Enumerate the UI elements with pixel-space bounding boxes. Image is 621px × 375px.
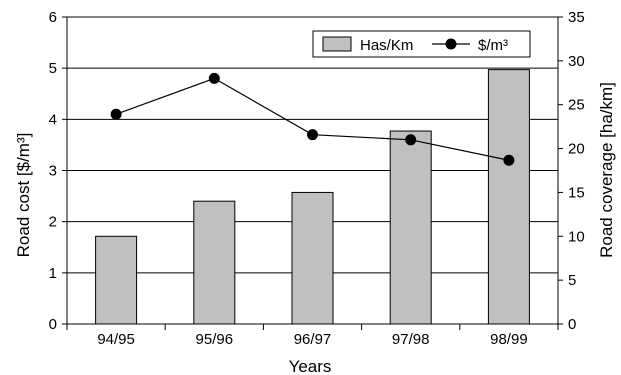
right-axis-title-group: Road coverage [ha/km] bbox=[597, 82, 616, 258]
x-tick-label: 94/95 bbox=[97, 331, 135, 348]
right-axis-ticks: 0 5 10 15 20 25 30 35 bbox=[558, 9, 585, 333]
left-tick-label: 1 bbox=[49, 265, 57, 282]
bar bbox=[487, 69, 530, 325]
left-tick-label: 5 bbox=[49, 60, 57, 77]
legend-marker-icon bbox=[445, 38, 457, 50]
bar bbox=[95, 235, 138, 325]
bar-series bbox=[95, 69, 530, 325]
right-tick-label: 10 bbox=[568, 228, 585, 245]
left-tick-label: 4 bbox=[49, 111, 57, 128]
left-tick-label: 0 bbox=[49, 316, 57, 333]
right-tick-label: 15 bbox=[568, 184, 585, 201]
bar bbox=[193, 200, 236, 325]
right-tick-label: 20 bbox=[568, 141, 585, 158]
left-axis-ticks: 0 1 2 3 4 5 6 bbox=[49, 9, 67, 333]
bar bbox=[291, 191, 334, 325]
data-point bbox=[503, 154, 515, 166]
data-point bbox=[307, 129, 318, 141]
line-series bbox=[110, 72, 515, 166]
legend-bar-swatch bbox=[322, 36, 352, 52]
x-tick-label: 96/97 bbox=[294, 331, 332, 348]
gridlines bbox=[67, 16, 558, 274]
left-tick-label: 6 bbox=[49, 9, 57, 26]
legend-label-bars: Has/Km bbox=[360, 37, 413, 54]
right-tick-label: 25 bbox=[568, 97, 585, 114]
right-axis-title: Road coverage [ha/km] bbox=[597, 82, 616, 258]
right-tick-label: 0 bbox=[568, 316, 576, 333]
right-tick-label: 35 bbox=[568, 9, 585, 26]
legend-label-line: $/m³ bbox=[478, 37, 508, 54]
data-point bbox=[405, 134, 417, 146]
left-axis-title-group: Road cost [$/m³] bbox=[14, 133, 33, 258]
x-tick-label: 98/99 bbox=[490, 331, 528, 348]
x-axis-ticks: 94/95 95/96 96/97 97/98 98/99 bbox=[66, 324, 559, 348]
right-tick-label: 30 bbox=[568, 53, 585, 70]
legend: Has/Km $/m³ bbox=[312, 30, 531, 58]
left-tick-label: 3 bbox=[49, 163, 57, 180]
data-point bbox=[110, 108, 122, 120]
right-tick-label: 5 bbox=[568, 272, 576, 289]
x-tick-label: 97/98 bbox=[392, 331, 430, 348]
left-axis-title: Road cost [$/m³] bbox=[14, 133, 33, 258]
left-tick-label: 2 bbox=[49, 214, 57, 231]
bar bbox=[389, 130, 432, 325]
x-axis-title: Years bbox=[289, 357, 332, 375]
x-tick-label: 95/96 bbox=[196, 331, 234, 348]
data-point bbox=[208, 72, 220, 84]
